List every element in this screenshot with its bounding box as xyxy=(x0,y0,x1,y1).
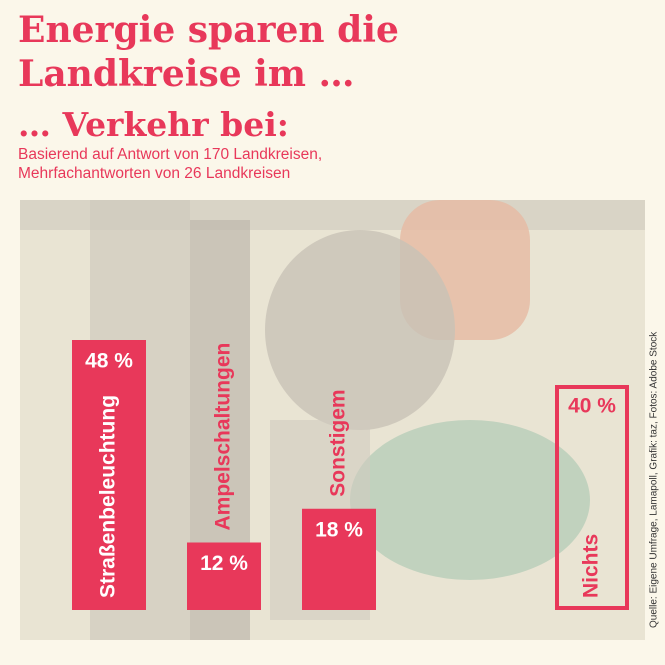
chart-subtitle: … Verkehr bei: xyxy=(18,105,289,144)
bar xyxy=(555,385,629,610)
bar xyxy=(302,508,376,610)
category-label: Straßenbeleuchtung xyxy=(97,395,120,598)
value-label: 12 % xyxy=(200,552,248,575)
chart-note: Basierend auf Antwort von 170 Landkreise… xyxy=(18,146,323,182)
chart-title: Energie sparen die Landkreise im … xyxy=(18,9,399,95)
value-label: 40 % xyxy=(568,395,616,418)
value-label: 18 % xyxy=(315,518,363,541)
background-photo xyxy=(20,200,645,640)
bar xyxy=(187,542,261,610)
category-label: Sonstigem xyxy=(327,389,350,496)
category-label: Ampelschaltungen xyxy=(212,343,235,531)
value-label: 48 % xyxy=(85,350,133,373)
bar xyxy=(72,340,146,610)
category-label: Nichts xyxy=(580,534,603,598)
source: Quelle: Eigene Umfrage, Lamapoll, Grafik… xyxy=(649,331,660,628)
